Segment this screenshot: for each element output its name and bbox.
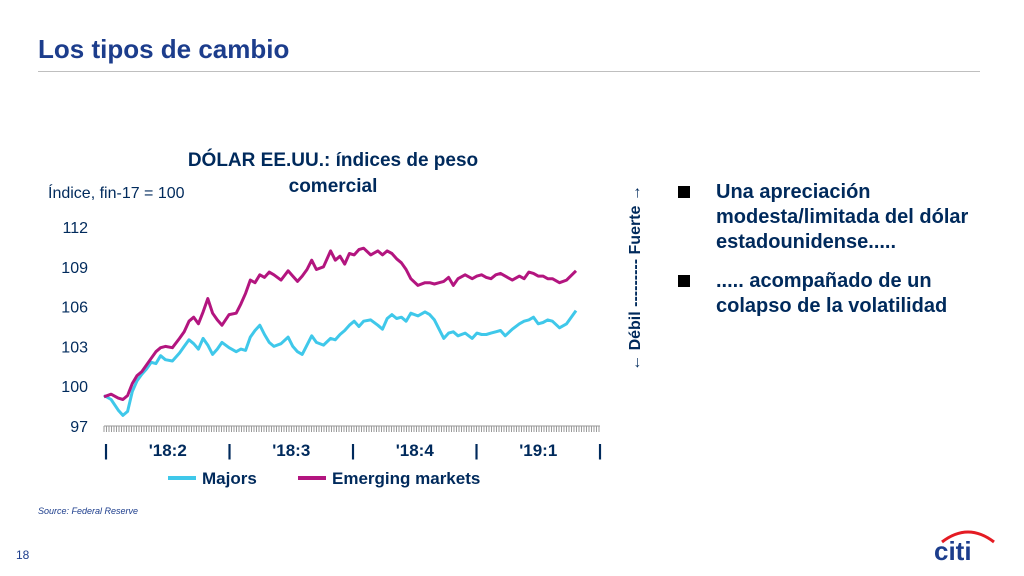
y-axis-label: Índice, fin-17 = 100: [48, 183, 185, 202]
svg-text:citi: citi: [934, 536, 972, 566]
source-note: Source: Federal Reserve: [38, 506, 139, 516]
x-tick-label: |: [598, 441, 603, 460]
x-tick-label: |: [351, 441, 356, 460]
x-tick-label: '19:1: [519, 441, 557, 460]
bullet-item: ..... acompañado de un colapso de la vol…: [678, 269, 978, 319]
y-tick-label: 100: [61, 379, 88, 396]
square-bullet-icon: [678, 275, 690, 287]
x-tick-label: '18:4: [396, 441, 435, 460]
strength-axis-label: ← Débil --------- Fuerte →: [627, 185, 644, 371]
legend-label: Emerging markets: [332, 469, 480, 488]
series-line-emerging-markets: [103, 246, 578, 401]
x-tick-label: |: [227, 441, 232, 460]
chart-title-line-1: DÓLAR EE.UU.: índices de peso: [188, 149, 478, 171]
slide-title: Los tipos de cambio: [38, 34, 290, 64]
y-tick-label: 103: [61, 339, 88, 356]
y-tick-label: 112: [62, 220, 88, 237]
bullet-text: Una apreciación modesta/limitada del dól…: [716, 181, 969, 253]
citi-logo: citi: [934, 530, 995, 566]
page-number: 18: [16, 548, 30, 562]
x-tick-label: '18:3: [272, 441, 310, 460]
chart-title-line-2: comercial: [289, 176, 378, 197]
x-tick-label: '18:2: [149, 441, 187, 460]
x-tick-label: |: [104, 441, 109, 460]
y-tick-label: 97: [70, 419, 88, 436]
legend-label: Majors: [202, 469, 257, 488]
x-tick-label: |: [474, 441, 479, 460]
title-divider: [38, 71, 980, 72]
bullet-text: ..... acompañado de un colapso de la vol…: [716, 270, 948, 317]
y-tick-label: 106: [61, 300, 88, 317]
square-bullet-icon: [678, 186, 690, 198]
bullet-item: Una apreciación modesta/limitada del dól…: [678, 180, 978, 255]
series-line-majors: [103, 309, 578, 417]
bullet-list: Una apreciación modesta/limitada del dól…: [678, 180, 978, 333]
y-tick-label: 109: [61, 260, 88, 277]
